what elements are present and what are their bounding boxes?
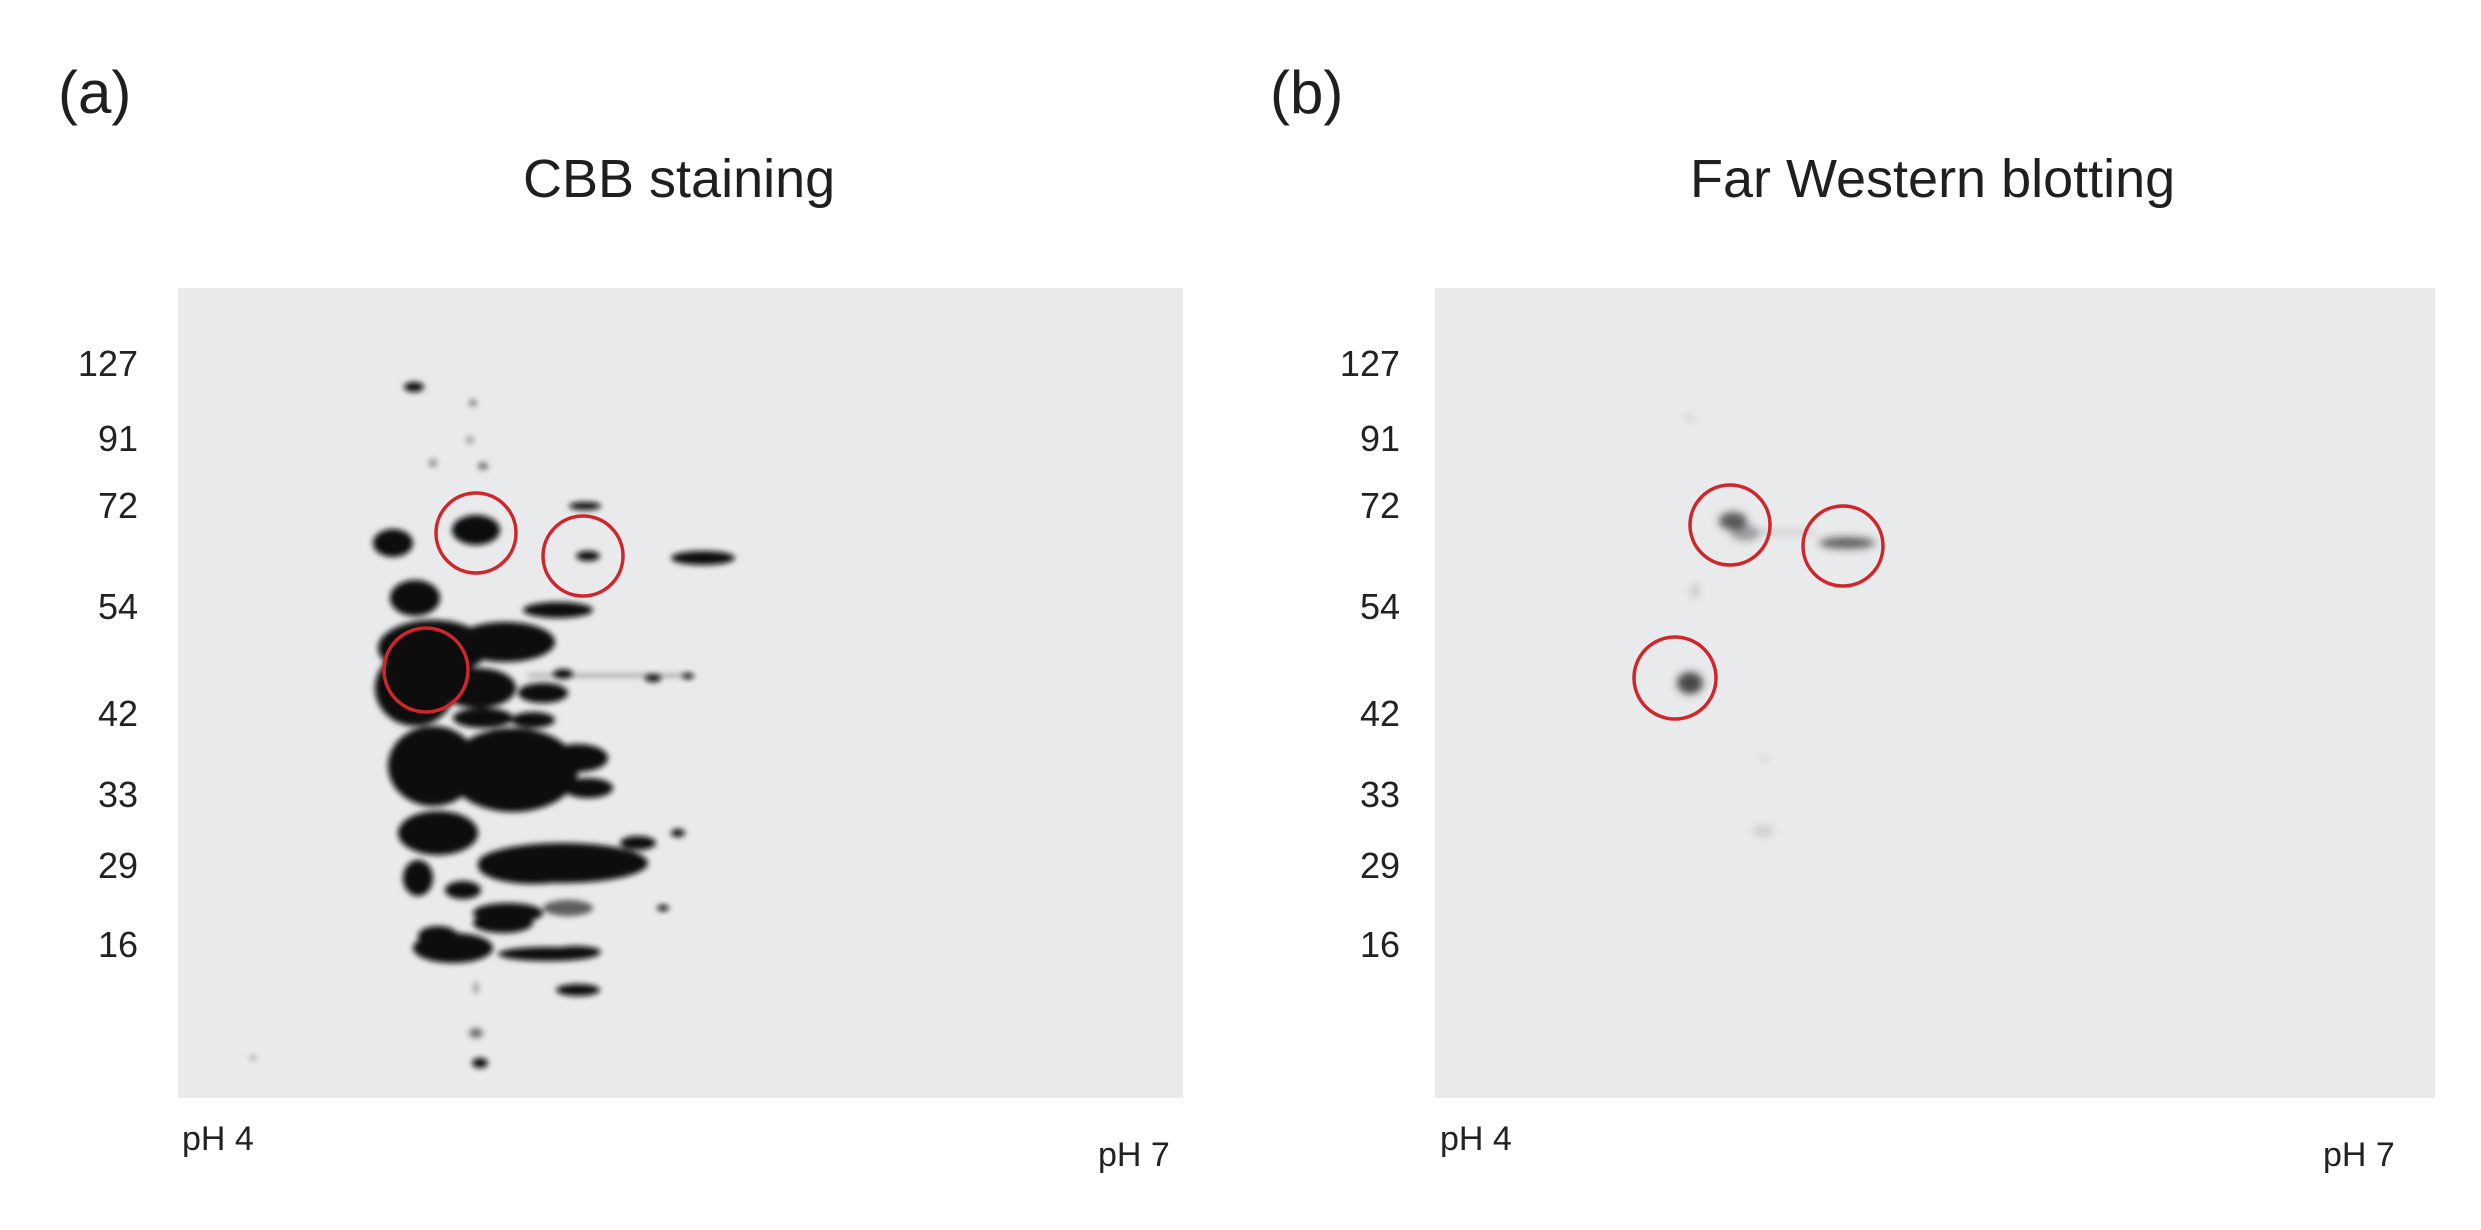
mw-label: 72	[1359, 485, 1400, 526]
mw-label: 16	[1359, 924, 1400, 965]
panel-letter: (b)	[1270, 59, 1344, 126]
highlight-circle	[541, 514, 625, 598]
mw-label: 29	[97, 845, 138, 886]
mw-label: 16	[97, 924, 138, 965]
mw-label: 54	[97, 586, 138, 627]
mw-label: 42	[1359, 693, 1400, 734]
highlight-circles	[382, 491, 625, 714]
mw-label: 33	[97, 774, 138, 815]
molecular-weight-axis: 127 91 72 54 42 33 29 16	[58, 0, 228, 1230]
mw-label: 54	[1359, 586, 1400, 627]
ph-left-label: pH 4	[1440, 1120, 1512, 1158]
highlight-circle	[434, 491, 518, 575]
mw-label: 72	[97, 485, 138, 526]
highlight-circle	[1688, 483, 1772, 567]
mw-label: 127	[1339, 343, 1400, 384]
mw-label: 91	[97, 418, 138, 459]
highlight-circle	[1632, 635, 1718, 721]
highlight-circle	[1801, 504, 1885, 588]
panel-title: CBB staining	[523, 149, 836, 209]
molecular-weight-axis: 127 91 72 54 42 33 29 16	[1320, 0, 1490, 1230]
mw-label: 29	[1359, 845, 1400, 886]
highlight-circles	[1632, 483, 1885, 721]
ph-left-label: pH 4	[182, 1120, 254, 1158]
gel-image-cbb	[178, 288, 1183, 1098]
ph-right-label: pH 7	[2323, 1136, 2395, 1174]
panel-title: Far Western blotting	[1690, 149, 2176, 209]
mw-label: 91	[1359, 418, 1400, 459]
panel-letter: (a)	[58, 59, 132, 126]
panel-a: (a) CBB staining 127 91 72 54 42 33 29 1…	[0, 0, 1240, 1230]
ph-right-label: pH 7	[1098, 1136, 1170, 1174]
highlight-circle	[382, 626, 470, 714]
mw-label: 127	[77, 343, 138, 384]
gel-spots	[250, 382, 735, 1068]
gel-image-far-western	[1435, 288, 2435, 1098]
mw-label: 42	[97, 693, 138, 734]
mw-label: 33	[1359, 774, 1400, 815]
panel-b: (b) Far Western blotting 127 91 72 54 42…	[1240, 0, 2480, 1230]
blot-spots	[1632, 416, 1885, 835]
